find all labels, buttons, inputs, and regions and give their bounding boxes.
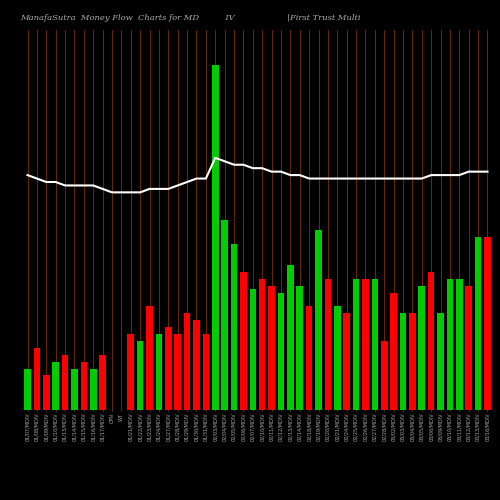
Bar (268, 286, 275, 410)
Bar (146, 306, 153, 410)
Bar (484, 238, 491, 410)
Bar (250, 289, 256, 410)
Bar (456, 278, 462, 410)
Text: ManafaSutra  Money Flow  Charts for MD          IV                    |First Tru: ManafaSutra Money Flow Charts for MD IV … (20, 14, 360, 22)
Bar (184, 314, 190, 410)
Bar (100, 354, 106, 410)
Bar (324, 278, 331, 410)
Bar (259, 278, 266, 410)
Bar (212, 64, 218, 410)
Bar (230, 244, 237, 410)
Bar (52, 362, 59, 410)
Bar (80, 362, 87, 410)
Bar (296, 286, 303, 410)
Bar (466, 286, 472, 410)
Bar (71, 368, 78, 410)
Bar (438, 314, 444, 410)
Bar (202, 334, 209, 410)
Bar (344, 314, 350, 410)
Bar (334, 306, 340, 410)
Bar (400, 314, 406, 410)
Bar (165, 327, 172, 410)
Bar (193, 320, 200, 410)
Bar (62, 354, 68, 410)
Bar (24, 368, 31, 410)
Bar (278, 292, 284, 410)
Bar (390, 292, 397, 410)
Bar (240, 272, 246, 410)
Bar (174, 334, 181, 410)
Bar (362, 278, 368, 410)
Bar (156, 334, 162, 410)
Bar (409, 314, 416, 410)
Bar (43, 376, 50, 410)
Bar (372, 278, 378, 410)
Bar (353, 278, 360, 410)
Bar (418, 286, 425, 410)
Bar (128, 334, 134, 410)
Bar (287, 265, 294, 410)
Bar (222, 220, 228, 410)
Bar (446, 278, 453, 410)
Bar (137, 341, 143, 410)
Bar (428, 272, 434, 410)
Bar (34, 348, 40, 410)
Bar (381, 341, 388, 410)
Bar (306, 306, 312, 410)
Bar (315, 230, 322, 410)
Bar (475, 238, 482, 410)
Bar (90, 368, 96, 410)
